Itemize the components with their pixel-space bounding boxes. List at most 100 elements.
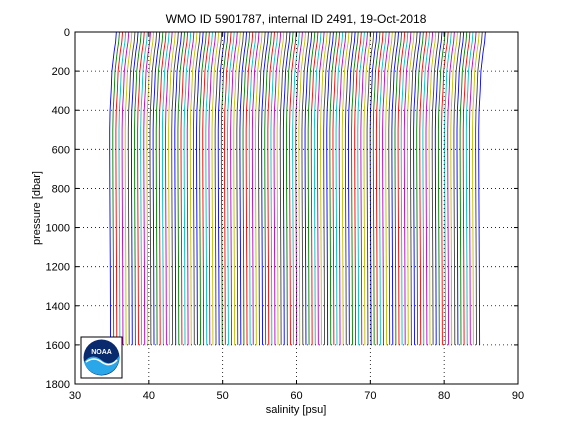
x-tick-label: 30 xyxy=(69,390,81,402)
profile-line xyxy=(391,31,399,345)
profile-line xyxy=(124,31,133,345)
profile-line xyxy=(158,31,167,345)
profile-line xyxy=(419,31,427,345)
profile-line xyxy=(220,31,229,345)
profile-line xyxy=(180,31,189,345)
profile-line xyxy=(382,31,390,345)
profile-line xyxy=(357,31,365,345)
profile-line xyxy=(202,31,210,345)
profile-line xyxy=(155,31,164,345)
profile-line xyxy=(130,31,139,345)
profile-line xyxy=(379,31,387,345)
profile-line xyxy=(267,31,275,345)
noaa-logo-text: NOAA xyxy=(91,349,112,356)
profile-line xyxy=(313,31,322,345)
profile-line xyxy=(323,31,331,345)
y-tick-label: 1800 xyxy=(46,379,70,391)
profile-line xyxy=(360,31,368,345)
profile-line xyxy=(251,31,260,345)
profile-line xyxy=(326,31,334,345)
profile-line xyxy=(329,31,337,345)
profile-line xyxy=(186,31,195,345)
profile-line xyxy=(431,31,440,345)
profile-line xyxy=(264,31,272,345)
profile-line xyxy=(465,31,474,345)
profile-line xyxy=(413,31,421,345)
profile-line xyxy=(127,31,136,345)
profile-line xyxy=(310,31,319,345)
profile-line xyxy=(146,31,155,345)
profile-line xyxy=(279,31,288,345)
profile-line xyxy=(338,31,347,345)
profile-line xyxy=(112,31,120,345)
profile-line xyxy=(270,31,279,345)
profile-line xyxy=(223,31,232,345)
profile-line xyxy=(217,31,226,345)
profile-line xyxy=(475,31,483,345)
profile-line xyxy=(416,31,424,345)
x-tick-label: 60 xyxy=(290,390,302,402)
profile-line xyxy=(422,31,430,345)
profile-line xyxy=(161,31,170,345)
profile-line xyxy=(441,31,449,345)
x-tick-label: 80 xyxy=(438,390,450,402)
y-tick-labels: 0 200 400 600 800 1000 1200 1400 1600 1800 xyxy=(46,27,70,391)
profile-line xyxy=(444,31,452,345)
profile-line xyxy=(152,31,161,345)
profile-line xyxy=(199,31,207,345)
y-tick-label: 1000 xyxy=(46,223,70,235)
profile-line xyxy=(282,31,291,345)
y-tick-label: 600 xyxy=(52,144,70,156)
y-tick-label: 400 xyxy=(52,105,70,117)
profile-line xyxy=(205,31,213,345)
axis-ticks xyxy=(74,31,519,385)
profile-line xyxy=(171,31,179,345)
profile-line xyxy=(403,31,412,345)
profile-line xyxy=(298,31,306,345)
y-tick-label: 1400 xyxy=(46,301,70,313)
y-tick-label: 800 xyxy=(52,183,70,195)
profile-line xyxy=(348,31,356,345)
profile-line xyxy=(447,31,455,345)
profile-line xyxy=(428,31,437,345)
x-tick-label: 40 xyxy=(143,390,155,402)
profile-line xyxy=(165,31,173,345)
profile-line xyxy=(459,31,468,345)
grid-lines xyxy=(75,32,518,384)
profile-line xyxy=(462,31,471,345)
profile-line xyxy=(115,31,123,345)
profile-line xyxy=(394,31,403,345)
profile-line xyxy=(236,31,244,345)
profile-line xyxy=(456,31,465,345)
profile-line xyxy=(453,31,462,345)
profile-line xyxy=(211,31,220,345)
profile-line xyxy=(366,31,375,345)
profile-line xyxy=(192,31,201,345)
profile-line xyxy=(149,31,158,345)
profile-line xyxy=(434,31,443,345)
noaa-logo: NOAA xyxy=(80,336,123,379)
profile-line xyxy=(341,31,350,345)
profile-line xyxy=(406,31,415,345)
profile-line xyxy=(335,31,344,345)
x-tick-label: 50 xyxy=(217,390,229,402)
profile-line xyxy=(363,31,372,345)
profile-line xyxy=(468,31,477,345)
profile-line xyxy=(344,31,353,345)
profile-line xyxy=(258,31,266,345)
profile-line xyxy=(388,31,396,345)
y-tick-label: 1600 xyxy=(46,340,70,352)
profile-line xyxy=(174,31,182,345)
profile-line xyxy=(317,31,325,345)
profile-line xyxy=(245,31,254,345)
profile-line xyxy=(478,31,486,345)
profile-line xyxy=(242,31,251,345)
profile-line xyxy=(168,31,176,345)
x-tick-label: 70 xyxy=(364,390,376,402)
profile-line xyxy=(183,31,192,345)
profile-line xyxy=(273,31,282,345)
profile-line xyxy=(397,31,406,345)
profile-line xyxy=(425,31,434,345)
profile-line xyxy=(400,31,409,345)
y-tick-label: 1200 xyxy=(46,262,70,274)
